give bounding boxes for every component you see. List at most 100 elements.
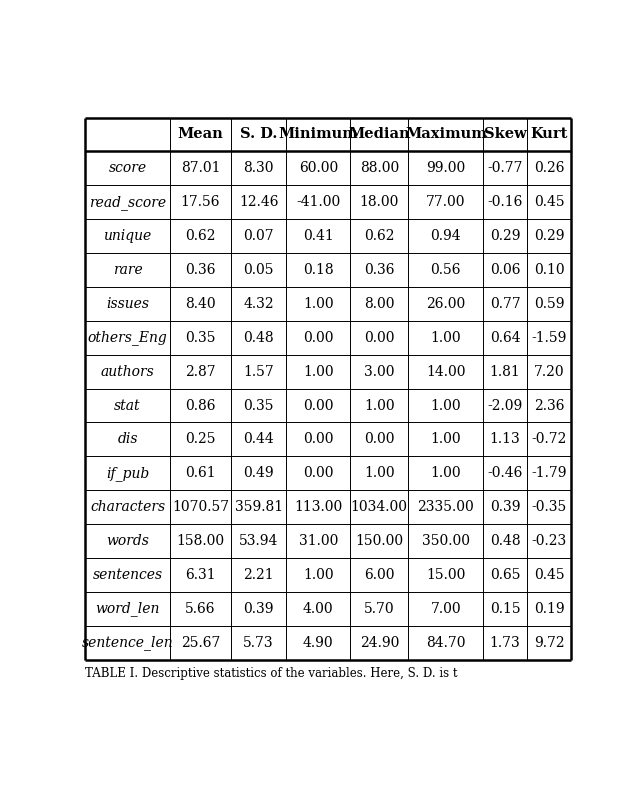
- Text: -41.00: -41.00: [296, 195, 340, 210]
- Text: 0.36: 0.36: [364, 263, 394, 277]
- Text: 0.39: 0.39: [243, 602, 274, 616]
- Text: 1034.00: 1034.00: [351, 500, 408, 514]
- Text: -2.09: -2.09: [488, 398, 523, 413]
- Text: 1.00: 1.00: [431, 433, 461, 446]
- Text: 53.94: 53.94: [239, 534, 278, 548]
- Text: 1.57: 1.57: [243, 365, 274, 378]
- Text: 99.00: 99.00: [426, 162, 465, 175]
- Text: 113.00: 113.00: [294, 500, 342, 514]
- Text: 4.32: 4.32: [243, 297, 274, 311]
- Text: 2.21: 2.21: [243, 568, 274, 582]
- Text: 0.00: 0.00: [303, 466, 333, 480]
- Text: unique: unique: [104, 229, 152, 243]
- Text: word_len: word_len: [95, 602, 160, 616]
- Text: 0.45: 0.45: [534, 568, 564, 582]
- Text: 150.00: 150.00: [355, 534, 403, 548]
- Text: 0.48: 0.48: [490, 534, 520, 548]
- Text: 0.64: 0.64: [490, 330, 520, 345]
- Text: 0.00: 0.00: [303, 398, 333, 413]
- Text: 0.61: 0.61: [185, 466, 216, 480]
- Text: 8.00: 8.00: [364, 297, 394, 311]
- Text: 4.90: 4.90: [303, 636, 333, 650]
- Text: 0.94: 0.94: [431, 229, 461, 243]
- Text: 4.00: 4.00: [303, 602, 333, 616]
- Text: 25.67: 25.67: [181, 636, 220, 650]
- Text: Kurt: Kurt: [531, 127, 568, 142]
- Text: dis: dis: [117, 433, 138, 446]
- Text: 24.90: 24.90: [360, 636, 399, 650]
- Text: 5.73: 5.73: [243, 636, 274, 650]
- Text: 1.00: 1.00: [364, 398, 395, 413]
- Text: 0.86: 0.86: [186, 398, 216, 413]
- Text: 2335.00: 2335.00: [417, 500, 474, 514]
- Text: 6.00: 6.00: [364, 568, 394, 582]
- Text: 88.00: 88.00: [360, 162, 399, 175]
- Text: 18.00: 18.00: [360, 195, 399, 210]
- Text: 1.00: 1.00: [364, 466, 395, 480]
- Text: 0.36: 0.36: [186, 263, 216, 277]
- Text: Skew: Skew: [484, 127, 527, 142]
- Text: 8.40: 8.40: [185, 297, 216, 311]
- Text: authors: authors: [100, 365, 154, 378]
- Text: 0.56: 0.56: [431, 263, 461, 277]
- Text: -0.23: -0.23: [532, 534, 567, 548]
- Text: 77.00: 77.00: [426, 195, 465, 210]
- Text: if_pub: if_pub: [106, 466, 149, 481]
- Text: words: words: [106, 534, 149, 548]
- Text: 17.56: 17.56: [180, 195, 220, 210]
- Text: 0.06: 0.06: [490, 263, 520, 277]
- Text: Maximum: Maximum: [405, 127, 486, 142]
- Text: 2.87: 2.87: [185, 365, 216, 378]
- Text: 0.77: 0.77: [490, 297, 520, 311]
- Text: 0.62: 0.62: [186, 229, 216, 243]
- Text: 2.36: 2.36: [534, 398, 564, 413]
- Text: 1.00: 1.00: [431, 466, 461, 480]
- Text: stat: stat: [115, 398, 141, 413]
- Text: 0.07: 0.07: [243, 229, 274, 243]
- Text: 0.41: 0.41: [303, 229, 333, 243]
- Text: 1.00: 1.00: [303, 365, 333, 378]
- Text: 158.00: 158.00: [177, 534, 225, 548]
- Text: 87.01: 87.01: [180, 162, 220, 175]
- Text: 12.46: 12.46: [239, 195, 278, 210]
- Text: 84.70: 84.70: [426, 636, 465, 650]
- Text: 1.73: 1.73: [490, 636, 520, 650]
- Text: TABLE I. Descriptive statistics of the variables. Here, S. D. is t: TABLE I. Descriptive statistics of the v…: [85, 667, 458, 680]
- Text: 0.00: 0.00: [364, 330, 394, 345]
- Text: 0.62: 0.62: [364, 229, 394, 243]
- Text: 1.13: 1.13: [490, 433, 520, 446]
- Text: 0.35: 0.35: [186, 330, 216, 345]
- Text: 1.00: 1.00: [431, 330, 461, 345]
- Text: 0.10: 0.10: [534, 263, 564, 277]
- Text: 15.00: 15.00: [426, 568, 465, 582]
- Text: sentences: sentences: [93, 568, 163, 582]
- Text: 0.39: 0.39: [490, 500, 520, 514]
- Text: 0.29: 0.29: [534, 229, 564, 243]
- Text: 1.00: 1.00: [303, 297, 333, 311]
- Text: issues: issues: [106, 297, 149, 311]
- Text: characters: characters: [90, 500, 165, 514]
- Text: others_Eng: others_Eng: [88, 330, 168, 346]
- Text: -0.72: -0.72: [531, 433, 567, 446]
- Text: 0.59: 0.59: [534, 297, 564, 311]
- Text: 7.20: 7.20: [534, 365, 564, 378]
- Text: -0.35: -0.35: [532, 500, 567, 514]
- Text: 0.00: 0.00: [364, 433, 394, 446]
- Text: -1.79: -1.79: [531, 466, 567, 480]
- Text: S. D.: S. D.: [240, 127, 277, 142]
- Text: Minimum: Minimum: [278, 127, 358, 142]
- Text: Median: Median: [349, 127, 410, 142]
- Text: 0.18: 0.18: [303, 263, 333, 277]
- Text: 0.35: 0.35: [243, 398, 274, 413]
- Text: 1.81: 1.81: [490, 365, 520, 378]
- Text: read_score: read_score: [89, 195, 166, 210]
- Text: 0.25: 0.25: [186, 433, 216, 446]
- Text: 6.31: 6.31: [185, 568, 216, 582]
- Text: 7.00: 7.00: [431, 602, 461, 616]
- Text: 9.72: 9.72: [534, 636, 564, 650]
- Text: 0.00: 0.00: [303, 330, 333, 345]
- Text: 31.00: 31.00: [299, 534, 338, 548]
- Text: 0.05: 0.05: [243, 263, 274, 277]
- Text: 0.49: 0.49: [243, 466, 274, 480]
- Text: 1070.57: 1070.57: [172, 500, 229, 514]
